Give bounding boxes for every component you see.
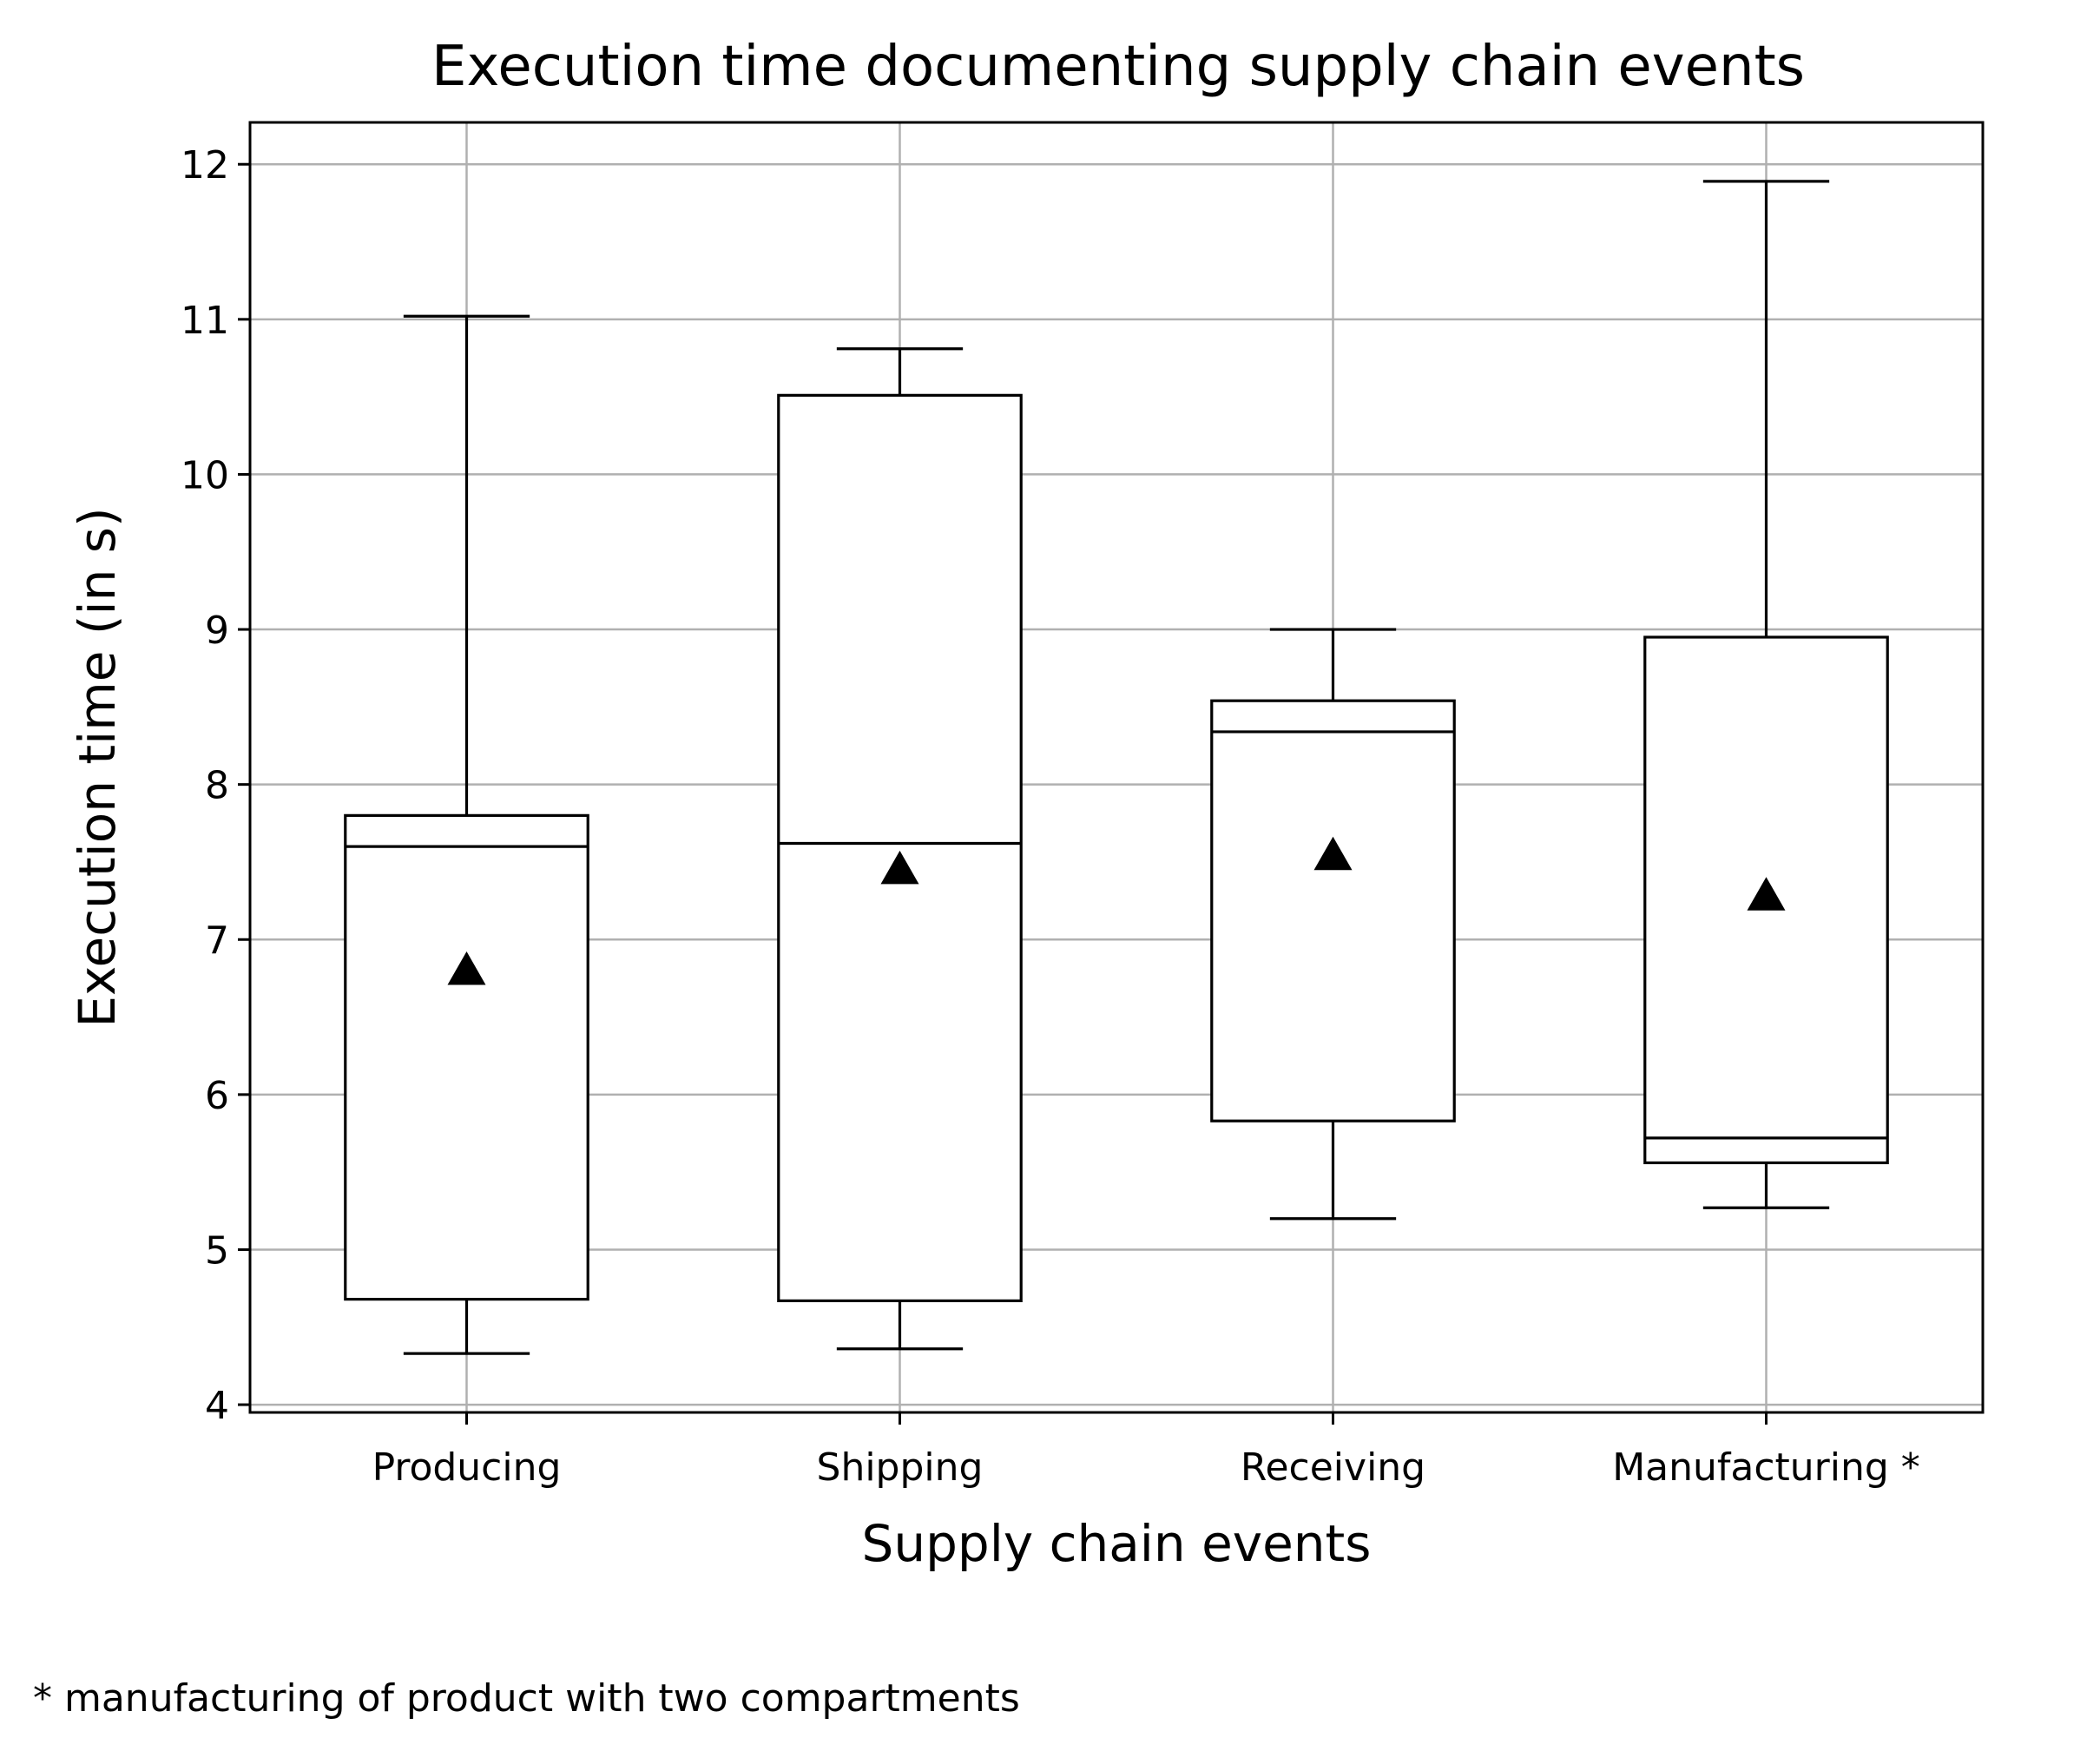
y-tick-label: 10 <box>181 453 229 497</box>
y-axis-label: Execution time (in s) <box>68 507 127 1027</box>
y-tick-label: 4 <box>205 1384 229 1428</box>
x-tick-label: Manufacturing * <box>1612 1445 1920 1490</box>
boxplots <box>344 180 1889 1355</box>
x-axis: Producing Shipping Receiving Manufacturing … <box>372 1412 1920 1490</box>
mean-marker <box>447 951 486 985</box>
mean-marker <box>1313 836 1353 871</box>
x-tick-label: Producing <box>372 1445 562 1490</box>
iqr-box <box>777 393 1023 1303</box>
x-axis-label: Supply chain events <box>862 1514 1372 1573</box>
y-tick-label: 12 <box>181 143 229 188</box>
x-tick-label: Receiving <box>1241 1445 1425 1490</box>
boxplot-manufacturing <box>1643 180 1889 1209</box>
y-tick-label: 7 <box>205 918 229 963</box>
iqr-box <box>344 813 589 1301</box>
mean-marker <box>1747 877 1786 911</box>
y-axis: 4 5 6 7 8 9 10 11 12 <box>181 143 250 1428</box>
y-tick-label: 8 <box>205 764 229 808</box>
iqr-box <box>1210 699 1456 1122</box>
y-tick-label: 9 <box>205 609 229 653</box>
x-tick-label: Shipping <box>817 1445 984 1490</box>
mean-marker <box>880 850 919 885</box>
plot-frame <box>248 121 1985 1414</box>
y-tick-label: 5 <box>205 1228 229 1273</box>
chart-title: Execution time documenting supply chain … <box>431 35 1805 99</box>
boxplot-producing <box>344 314 589 1355</box>
y-tick-label: 11 <box>181 299 229 343</box>
y-tick-label: 6 <box>205 1074 229 1118</box>
boxplot-shipping <box>777 347 1023 1351</box>
footnote: * manufacturing of product with two comp… <box>33 1676 1020 1721</box>
boxplot-receiving <box>1210 628 1456 1221</box>
